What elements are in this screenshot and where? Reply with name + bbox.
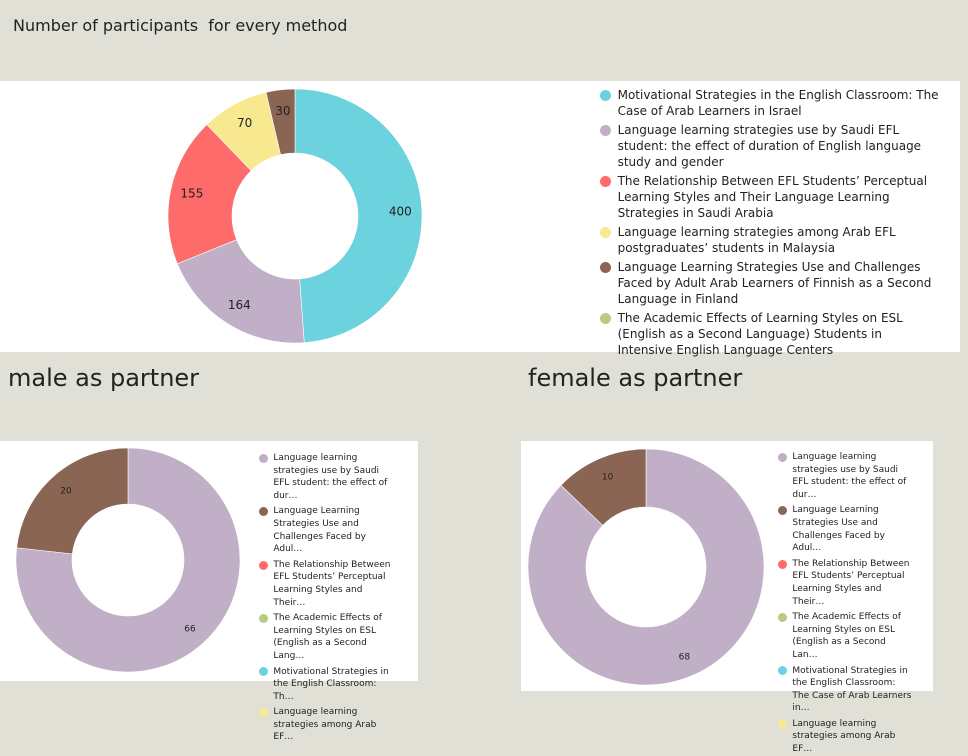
data-label: 68 <box>679 653 691 663</box>
legend-marker <box>778 452 787 462</box>
legend-marker <box>259 507 268 517</box>
data-label: 66 <box>184 625 196 635</box>
legend-marker <box>778 559 787 569</box>
legend-label: Language learning strategies use by Saud… <box>792 452 907 500</box>
legend-marker <box>600 175 611 187</box>
legend-item: Language learning strategies among Arab … <box>259 706 394 744</box>
chart-title: female as partner <box>528 364 743 392</box>
legend-item: The Relationship Between EFL Students’ P… <box>778 558 913 608</box>
legend-item: The Academic Effects of Learning Styles … <box>259 612 394 662</box>
legend-item: The Academic Effects of Learning Styles … <box>778 611 913 661</box>
legend-item: Motivational Strategies in the English C… <box>778 665 913 715</box>
pie-slice <box>167 124 252 265</box>
legend-item: Language learning strategies among Arab … <box>600 224 940 256</box>
legend-label: Language learning strategies among Arab … <box>273 707 377 743</box>
legend-label: Motivational Strategies in the English C… <box>792 665 912 714</box>
legend-item: Language learning strategies use by Saud… <box>259 452 394 502</box>
legend-marker <box>600 261 611 273</box>
chart-panel: 68 10 Language learning strategies use by … <box>521 441 933 754</box>
legend-label: Language learning strategies among Arab … <box>617 225 896 255</box>
data-label: 155 <box>180 187 203 201</box>
legend-label: The Academic Effects of Learning Styles … <box>792 612 901 660</box>
legend-marker <box>778 666 787 676</box>
data-label: 20 <box>60 486 72 496</box>
data-label: 10 <box>602 472 614 482</box>
data-label: 400 <box>389 205 412 219</box>
legend: Language learning strategies use by Saud… <box>259 452 394 744</box>
legend-label: Motivational Strategies in the English C… <box>273 666 389 702</box>
legend-label: The Academic Effects of Learning Styles … <box>617 311 903 357</box>
legend-item: Language learning strategies among Arab … <box>778 718 913 756</box>
legend-marker <box>259 453 268 463</box>
legend-label: Language learning strategies among Arab … <box>792 718 896 755</box>
legend-marker <box>259 613 268 623</box>
data-label: 70 <box>237 116 252 130</box>
chart-title: male as partner <box>8 364 200 392</box>
legend-item: Motivational Strategies in the English C… <box>259 666 394 704</box>
pie-slice <box>560 448 647 526</box>
donut-chart: 66 20 <box>15 447 241 673</box>
donut-chart: 68 10 <box>527 448 765 686</box>
legend-item: Language learning strategies use by Saud… <box>600 122 940 170</box>
legend-marker <box>259 708 268 718</box>
legend-label: Motivational Strategies in the English C… <box>617 88 939 118</box>
donut-chart: 400 164 155 70 30 <box>167 88 423 344</box>
legend-label: The Academic Effects of Learning Styles … <box>273 613 382 661</box>
legend-label: Language Learning Strategies Use and Cha… <box>617 260 932 306</box>
pie-slice <box>527 448 765 686</box>
legend-label: Language learning strategies use by Saud… <box>273 453 388 501</box>
pie-slice <box>15 447 241 673</box>
legend: Motivational Strategies in the English C… <box>600 87 940 358</box>
legend-label: Language learning strategies use by Saud… <box>617 123 922 169</box>
pie-slice <box>294 88 423 343</box>
legend-marker <box>600 124 611 136</box>
legend-item: Language Learning Strategies Use and Cha… <box>259 505 394 555</box>
legend-marker <box>778 506 787 516</box>
legend-marker <box>600 312 611 324</box>
legend-item: The Academic Effects of Learning Styles … <box>600 310 940 358</box>
data-label: 164 <box>228 298 251 312</box>
legend-marker <box>778 719 787 729</box>
legend-label: The Relationship Between EFL Students’ P… <box>792 558 910 607</box>
page: Number of participants for every method 4… <box>0 16 960 755</box>
pie-slice <box>265 88 296 156</box>
chart-panel: 66 20 Language learning strategies use by … <box>0 441 418 742</box>
chart-panel: 400 164 155 70 30 Motivational Strategies in … <box>0 81 960 357</box>
legend-item: The Relationship Between EFL Students’ P… <box>259 559 394 609</box>
legend-label: The Relationship Between EFL Students’ P… <box>617 174 928 220</box>
data-label: 30 <box>275 104 290 118</box>
pie-slice <box>16 447 129 555</box>
legend-marker <box>259 667 268 677</box>
legend-item: Language learning strategies use by Saud… <box>778 451 913 501</box>
legend-marker <box>600 89 611 101</box>
legend: Language learning strategies use by Saud… <box>778 451 913 756</box>
chart-title: Number of participants for every method <box>13 16 348 35</box>
legend-marker <box>600 226 611 238</box>
legend-item: Language Learning Strategies Use and Cha… <box>778 504 913 554</box>
pie-slice <box>176 239 305 344</box>
legend-item: Motivational Strategies in the English C… <box>600 87 940 119</box>
legend-marker <box>778 612 787 622</box>
legend-item: The Relationship Between EFL Students’ P… <box>600 173 940 221</box>
legend-label: Language Learning Strategies Use and Cha… <box>792 505 885 554</box>
legend-marker <box>259 560 268 570</box>
legend-item: Language Learning Strategies Use and Cha… <box>600 259 940 307</box>
legend-label: Language Learning Strategies Use and Cha… <box>273 506 366 555</box>
legend-label: The Relationship Between EFL Students’ P… <box>273 559 391 608</box>
